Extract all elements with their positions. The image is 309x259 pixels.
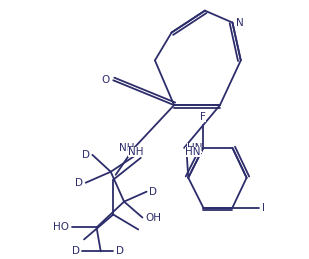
Text: NH: NH xyxy=(128,147,143,157)
Text: NH: NH xyxy=(119,143,134,153)
Text: D: D xyxy=(72,246,80,256)
Text: D: D xyxy=(149,187,157,197)
Text: D: D xyxy=(82,150,90,160)
Text: N: N xyxy=(235,18,243,27)
Text: D: D xyxy=(116,246,124,256)
Text: I: I xyxy=(262,203,265,213)
Text: HN: HN xyxy=(185,147,201,157)
Text: D: D xyxy=(75,178,83,188)
Text: HO: HO xyxy=(53,222,69,233)
Text: F: F xyxy=(200,112,206,123)
Text: OH: OH xyxy=(145,213,161,222)
Text: HN: HN xyxy=(187,143,202,153)
Text: O: O xyxy=(101,75,109,85)
